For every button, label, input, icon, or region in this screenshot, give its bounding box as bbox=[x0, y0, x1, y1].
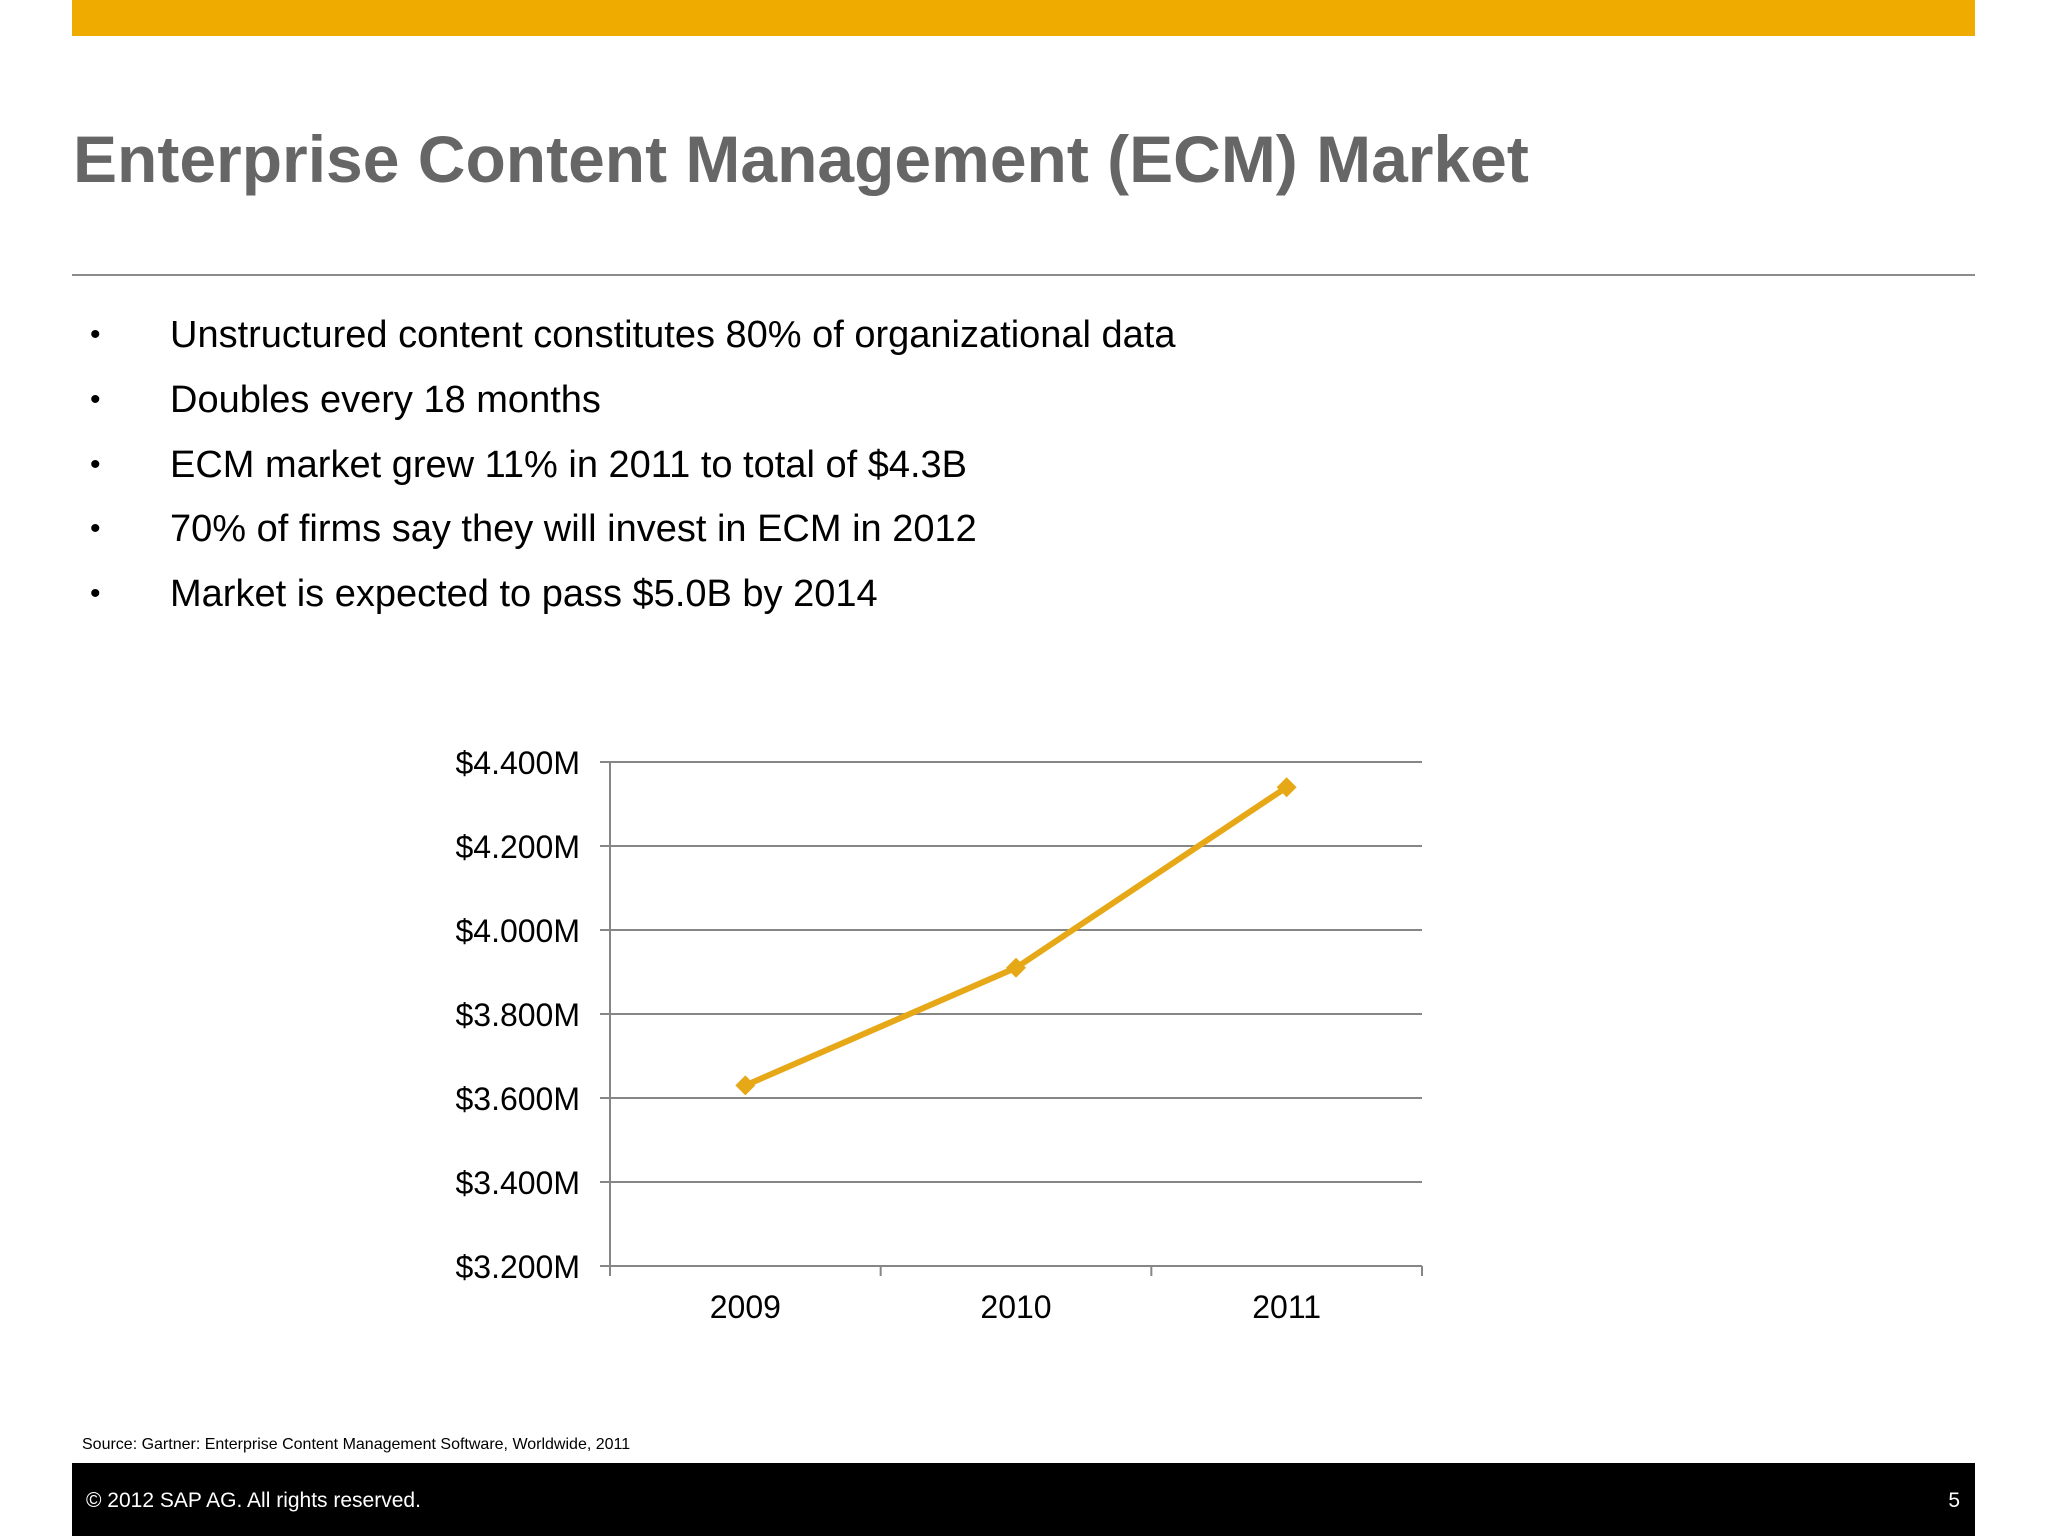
series-line bbox=[744, 784, 1289, 1089]
x-tick-label: 2009 bbox=[710, 1289, 781, 1325]
data-point-marker bbox=[1276, 777, 1297, 798]
y-tick-label: $4.400M bbox=[455, 745, 580, 781]
data-point-marker bbox=[1006, 957, 1026, 978]
y-tick-label: $3.600M bbox=[455, 1081, 580, 1117]
bullet-text: 70% of firms say they will invest in ECM… bbox=[170, 508, 977, 551]
y-tick-label: $3.200M bbox=[455, 1249, 580, 1285]
source-note: Source: Gartner: Enterprise Content Mana… bbox=[82, 1436, 631, 1453]
bullet-text: ECM market grew 11% in 2011 to total of … bbox=[170, 443, 967, 486]
bullet-text: Market is expected to pass $5.0B by 2014 bbox=[170, 573, 878, 616]
slide-title: Enterprise Content Management (ECM) Mark… bbox=[73, 122, 1529, 196]
bullet-dot: • bbox=[90, 318, 101, 351]
y-tick-label: $4.000M bbox=[455, 913, 580, 949]
page-number: 5 bbox=[1948, 1489, 1960, 1512]
y-tick-label: $3.400M bbox=[455, 1165, 580, 1201]
footer-bar: © 2012 SAP AG. All rights reserved. 5 bbox=[72, 1463, 1975, 1536]
bullet-dot: • bbox=[90, 447, 101, 481]
copyright-text: © 2012 SAP AG. All rights reserved. bbox=[86, 1489, 421, 1512]
bullet-dot: • bbox=[90, 512, 101, 546]
bullet-dot: • bbox=[90, 382, 101, 416]
bullet-text: Doubles every 18 months bbox=[170, 378, 601, 421]
y-tick-label: $4.200M bbox=[455, 829, 580, 865]
x-tick-label: 2011 bbox=[1252, 1289, 1321, 1325]
x-tick-label: 2010 bbox=[980, 1289, 1051, 1325]
data-point-marker bbox=[735, 1075, 756, 1096]
bullet-text: Unstructured content constitutes 80% of … bbox=[170, 314, 1176, 356]
y-tick-label: $3.800M bbox=[455, 997, 580, 1033]
top-accent-bar bbox=[72, 0, 1975, 36]
bullet-dot: • bbox=[90, 577, 101, 611]
title-divider bbox=[72, 274, 1975, 276]
